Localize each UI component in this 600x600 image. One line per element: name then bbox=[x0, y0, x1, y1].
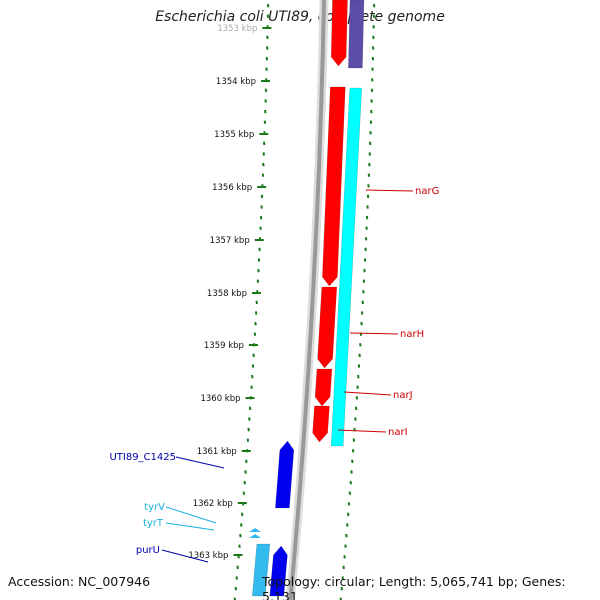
gene-leader-line bbox=[365, 189, 414, 192]
purple-track-top bbox=[348, 0, 365, 69]
gene-leader-line bbox=[349, 332, 399, 335]
forward-cds-narJ bbox=[314, 368, 333, 407]
gene-leader-line bbox=[343, 391, 392, 396]
kbp-label: 1356 kbp bbox=[212, 183, 252, 193]
gene-label-UTI89_C1425[interactable]: UTI89_C1425 bbox=[109, 452, 176, 463]
gene-label-narH[interactable]: narH bbox=[400, 329, 424, 340]
trna-track-lower bbox=[251, 543, 271, 597]
kbp-label: 1360 kbp bbox=[200, 394, 240, 404]
reverse-cds-UTI89_C1425 bbox=[275, 440, 295, 509]
backbone-line bbox=[288, 0, 326, 600]
map-title: Escherichia coli UTI89, complete genome bbox=[155, 9, 445, 25]
genome-summary-text: Topology: circular; Length: 5,065,741 bp… bbox=[262, 574, 566, 600]
trna-arrow-tyrV bbox=[249, 528, 261, 532]
forward-cds-narH bbox=[317, 286, 338, 369]
forward-cds-top bbox=[330, 0, 348, 67]
kbp-label: 1353 kbp bbox=[217, 24, 257, 34]
gene-leader-line bbox=[165, 522, 215, 531]
gene-label-narJ[interactable]: narJ bbox=[393, 390, 413, 401]
gene-label-tyrT[interactable]: tyrT bbox=[143, 518, 164, 529]
gene-leader-line bbox=[165, 506, 217, 524]
kbp-label: 1359 kbp bbox=[204, 341, 244, 351]
kbp-label: 1357 kbp bbox=[210, 236, 250, 246]
backbone-shadow bbox=[285, 0, 329, 600]
gene-label-narG[interactable]: narG bbox=[415, 186, 439, 197]
kbp-label: 1363 kbp bbox=[188, 551, 228, 561]
cyan-track bbox=[330, 87, 363, 447]
trna-arrow-tyrT bbox=[249, 534, 261, 538]
gene-label-purU[interactable]: purU bbox=[136, 545, 160, 556]
gene-label-narI[interactable]: narI bbox=[388, 427, 408, 438]
kbp-label: 1358 kbp bbox=[207, 289, 247, 299]
gene-leader-line bbox=[337, 429, 387, 433]
kbp-label: 1361 kbp bbox=[197, 447, 237, 457]
forward-cds-narI bbox=[312, 405, 330, 443]
forward-cds-narG bbox=[322, 86, 346, 287]
kbp-label: 1355 kbp bbox=[214, 130, 254, 140]
gene-leader-line bbox=[175, 456, 225, 469]
accession-text: Accession: NC_007946 bbox=[8, 574, 151, 589]
gene-label-tyrV[interactable]: tyrV bbox=[144, 502, 165, 513]
kbp-label: 1362 kbp bbox=[193, 499, 233, 509]
gene-leader-line bbox=[161, 549, 209, 563]
reverse-cds-purU bbox=[269, 545, 288, 597]
kbp-label: 1354 kbp bbox=[216, 77, 256, 87]
